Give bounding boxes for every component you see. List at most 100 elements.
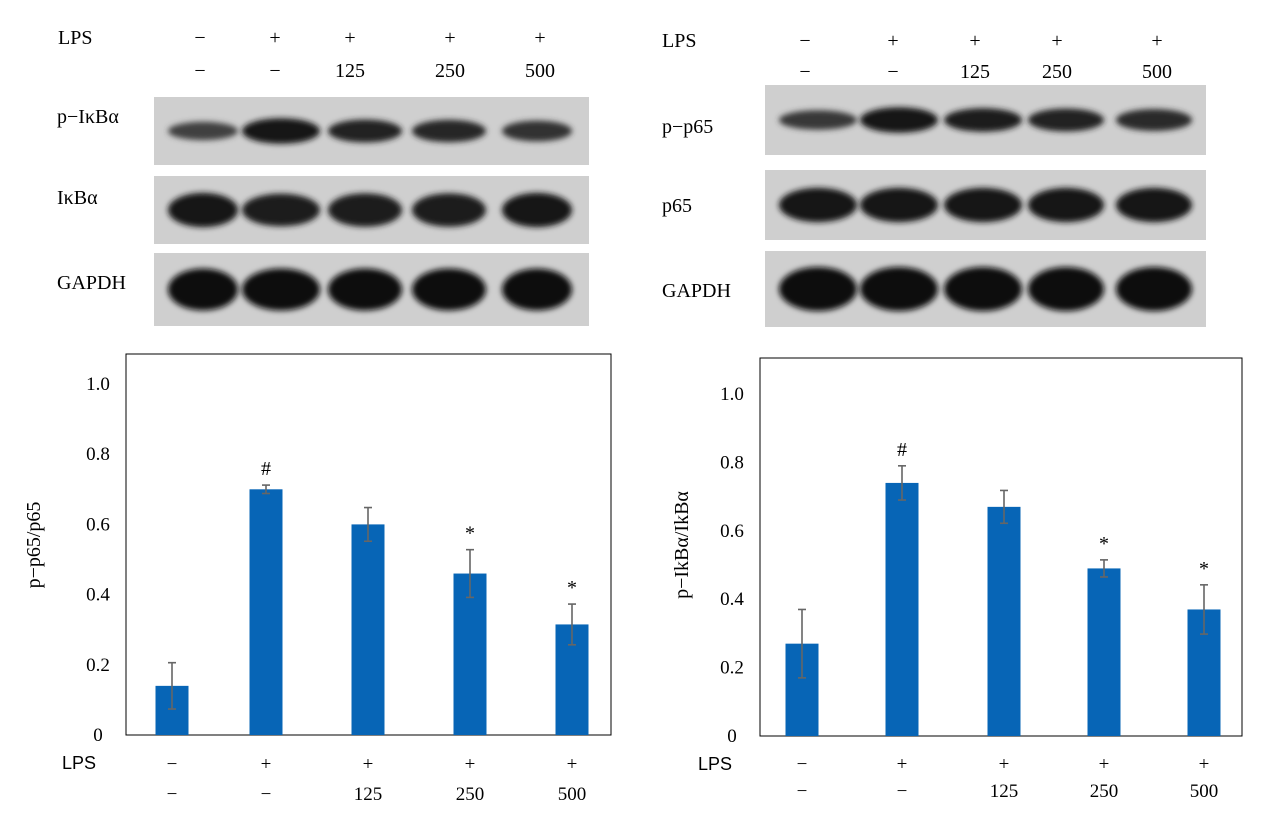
blot-band	[860, 107, 938, 133]
right-dose-value: −	[887, 61, 898, 83]
left-lps-sign: +	[344, 27, 355, 49]
significance-mark: *	[1199, 558, 1209, 580]
bar	[1087, 568, 1121, 736]
right-dose-value: 250	[1042, 61, 1072, 83]
left-dose-value: −	[194, 60, 205, 82]
bar	[987, 506, 1021, 736]
blot-band	[779, 110, 857, 130]
blot-band	[944, 187, 1022, 223]
right-lps-sign: +	[969, 30, 980, 52]
right-blot-panel: LPS − + + + + − − 125 250 500 p−p65 p65 GAPDH	[662, 30, 1206, 327]
right-lps-sign: −	[799, 30, 810, 52]
y-tick-label: 0.8	[720, 452, 744, 473]
blot-row-label: p−IκBα	[57, 106, 119, 128]
right-significance-marks: # * *	[897, 439, 1209, 580]
error-bar	[1200, 584, 1208, 635]
error-bar	[168, 661, 176, 710]
significance-mark: #	[897, 439, 907, 461]
error-bar	[262, 484, 270, 495]
x-dose-value: 250	[456, 784, 485, 805]
blot-band	[412, 119, 486, 143]
left-lps-sign: +	[269, 27, 280, 49]
blot-band	[168, 192, 238, 228]
y-tick-label: 0.8	[86, 444, 110, 465]
right-dose-row: − − 125 250 500	[799, 61, 1172, 83]
y-tick-label: 0.4	[720, 589, 744, 610]
right-blot-row: GAPDH	[662, 251, 1206, 327]
blot-band	[242, 268, 320, 311]
left-y-tick-labels: 0 0.2 0.4 0.6 0.8 1.0	[86, 374, 110, 746]
blot-band	[860, 267, 938, 311]
y-tick-label: 1.0	[720, 384, 744, 405]
left-significance-marks: # * *	[261, 458, 577, 599]
blot-band	[412, 268, 486, 311]
left-x-row-lps: − + + + +	[167, 754, 578, 775]
right-blot-rows: p−p65 p65 GAPDH	[662, 85, 1206, 327]
x-dose-value: 500	[1190, 781, 1219, 802]
right-lps-label: LPS	[662, 30, 696, 52]
right-dose-value: 500	[1142, 61, 1172, 83]
x-lps-sign: +	[999, 754, 1010, 775]
error-bar	[1000, 489, 1008, 525]
x-lps-sign: +	[1099, 754, 1110, 775]
y-tick-label: 0.6	[720, 521, 744, 542]
left-dose-value: −	[269, 60, 280, 82]
right-lps-sign: +	[1051, 30, 1062, 52]
right-blot-row: p65	[662, 170, 1206, 240]
right-error-bars	[798, 465, 1208, 679]
blot-band	[944, 108, 1022, 132]
y-tick-label: 0	[727, 726, 737, 747]
x-dose-value: −	[897, 781, 908, 802]
left-blot-row: p−IκBα	[57, 97, 589, 165]
y-tick-label: 1.0	[86, 374, 110, 395]
left-bars	[155, 489, 589, 735]
y-tick-label: 0.6	[86, 514, 110, 535]
right-dose-value: 125	[960, 61, 990, 83]
error-bar	[898, 465, 906, 501]
left-x-lps-label: LPS	[62, 753, 96, 773]
left-blot-row: GAPDH	[57, 253, 589, 326]
x-lps-sign: +	[897, 754, 908, 775]
blot-band	[779, 267, 857, 311]
left-x-row-dose: − − 125 250 500	[167, 784, 587, 805]
bar	[885, 482, 919, 736]
left-lps-row: − + + + +	[194, 27, 545, 49]
blot-band	[328, 193, 402, 227]
y-tick-label: 0.2	[720, 658, 744, 679]
blot-band	[502, 268, 572, 311]
left-dose-value: 125	[335, 60, 365, 82]
blot-band	[779, 187, 857, 223]
blot-band	[502, 120, 572, 142]
x-dose-value: 250	[1090, 781, 1119, 802]
right-x-row-dose: − − 125 250 500	[797, 781, 1219, 802]
right-lps-row: − + + + +	[799, 30, 1162, 52]
error-bar	[798, 608, 806, 679]
blot-row-label: p65	[662, 195, 692, 217]
left-blot-rows: p−IκBα IκBα GAPDH	[57, 97, 589, 326]
left-error-bars	[168, 484, 576, 710]
x-lps-sign: −	[797, 754, 808, 775]
left-blot-panel: LPS − + + + + − − 125 250 500 p−IκBα IκBα GAPDH	[57, 27, 589, 326]
x-dose-value: −	[261, 784, 272, 805]
left-blot-row: IκBα	[57, 176, 589, 244]
x-dose-value: 125	[990, 781, 1019, 802]
x-dose-value: −	[797, 781, 808, 802]
blot-row-label: IκBα	[57, 187, 98, 209]
blot-band	[1116, 187, 1192, 223]
left-dose-row: − − 125 250 500	[194, 60, 555, 82]
bar	[351, 524, 385, 735]
blot-band	[412, 193, 486, 227]
left-lps-sign: +	[534, 27, 545, 49]
blot-band	[242, 118, 320, 144]
error-bar	[364, 506, 372, 543]
x-lps-sign: −	[167, 754, 178, 775]
right-y-tick-labels: 0 0.2 0.4 0.6 0.8 1.0	[720, 384, 744, 747]
y-tick-label: 0.2	[86, 655, 110, 676]
left-lps-sign: −	[194, 27, 205, 49]
blot-band	[502, 192, 572, 228]
blot-band	[168, 121, 238, 141]
blot-band	[242, 193, 320, 227]
right-blot-row: p−p65	[662, 85, 1206, 155]
x-lps-sign: +	[261, 754, 272, 775]
